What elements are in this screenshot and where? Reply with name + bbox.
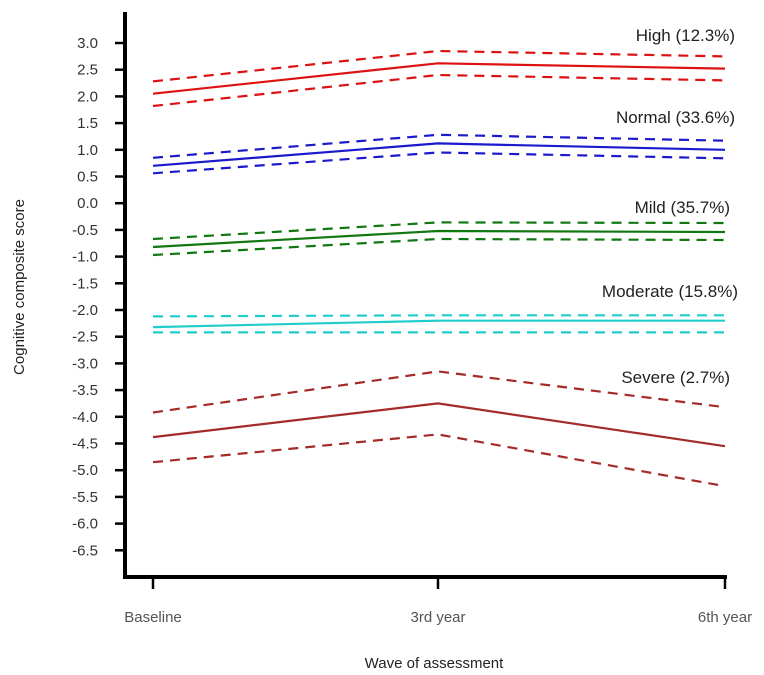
y-tick-label: -2.0 bbox=[72, 302, 98, 319]
series-group bbox=[152, 49, 726, 108]
y-ticks-layer: 3.0 2.5 2.0 1.5 1.0 0.5 0.0 -0.5 -1.0 -1.5 -2.0 -2.… bbox=[72, 35, 125, 559]
series-group bbox=[152, 314, 725, 334]
series-upper-ci-line bbox=[152, 370, 726, 414]
series-group bbox=[152, 133, 726, 175]
y-tick-label: 2.0 bbox=[77, 88, 98, 105]
series-upper-ci-line bbox=[152, 221, 726, 241]
series-upper-ci-line bbox=[152, 49, 726, 83]
y-tick-label: -6.5 bbox=[72, 542, 98, 559]
series-lower-ci-line bbox=[152, 433, 726, 488]
series-mean-line bbox=[152, 402, 726, 448]
y-tick-label: -3.0 bbox=[72, 355, 98, 372]
series-group bbox=[152, 370, 726, 488]
series-mean-line bbox=[152, 319, 725, 329]
x-tick-label: Baseline bbox=[124, 609, 182, 626]
series-labels-layer: High (12.3%) Normal (33.6%) Mild (35.7%) Mo… bbox=[602, 26, 738, 387]
series-upper-ci-line bbox=[152, 314, 725, 318]
x-ticks-layer: Baseline 3rd year 6th year bbox=[124, 577, 752, 626]
y-tick-label: 1.0 bbox=[77, 142, 98, 159]
series-label: Normal (33.6%) bbox=[616, 108, 735, 127]
y-tick-label: -2.5 bbox=[72, 329, 98, 346]
y-axis-title: Cognitive composite score bbox=[11, 199, 28, 375]
y-tick-label: 0.5 bbox=[77, 169, 98, 186]
y-tick-label: -1.5 bbox=[72, 275, 98, 292]
series-lower-ci-line bbox=[152, 237, 726, 257]
axes-layer bbox=[123, 12, 727, 579]
series-mean-line bbox=[152, 142, 726, 167]
series-upper-ci-line bbox=[152, 133, 726, 159]
series-mean-line bbox=[152, 62, 726, 95]
series-lower-ci-line bbox=[152, 151, 726, 175]
series-group bbox=[152, 221, 726, 257]
y-tick-label: -6.0 bbox=[72, 516, 98, 533]
y-tick-label: -1.0 bbox=[72, 249, 98, 266]
y-tick-label: -4.0 bbox=[72, 409, 98, 426]
series-mean-line bbox=[152, 229, 726, 249]
x-tick-label: 6th year bbox=[698, 609, 752, 626]
x-axis-title: Wave of assessment bbox=[365, 655, 504, 672]
y-tick-label: -5.5 bbox=[72, 489, 98, 506]
series-label: Mild (35.7%) bbox=[635, 198, 730, 217]
series-label: Moderate (15.8%) bbox=[602, 282, 738, 301]
y-tick-label: -5.0 bbox=[72, 462, 98, 479]
series-label: High (12.3%) bbox=[636, 26, 735, 45]
series-lines-layer bbox=[152, 49, 726, 488]
series-label: Severe (2.7%) bbox=[621, 368, 730, 387]
y-tick-label: -4.5 bbox=[72, 436, 98, 453]
y-tick-label: -0.5 bbox=[72, 222, 98, 239]
series-lower-ci-line bbox=[152, 73, 726, 108]
y-tick-label: 2.5 bbox=[77, 62, 98, 79]
y-tick-label: 1.5 bbox=[77, 115, 98, 132]
y-tick-label: -3.5 bbox=[72, 382, 98, 399]
y-tick-label: 3.0 bbox=[77, 35, 98, 52]
y-tick-label: 0.0 bbox=[77, 195, 98, 212]
x-tick-label: 3rd year bbox=[410, 609, 465, 626]
